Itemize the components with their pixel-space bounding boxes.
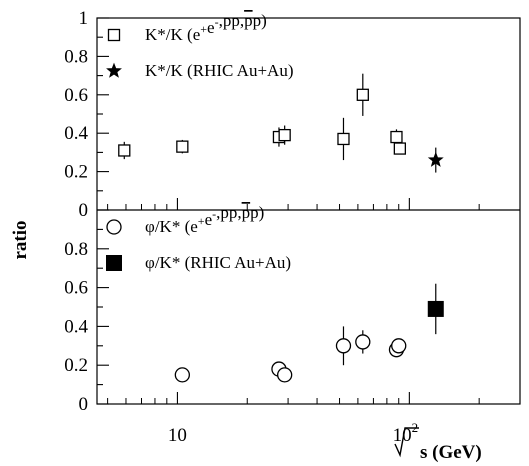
y-tick-label: 0.6 xyxy=(64,278,88,299)
x-tick-label: 102 xyxy=(393,420,419,446)
x-tick-label: 10 xyxy=(168,425,187,446)
legend-label: K*/K (RHIC Au+Au) xyxy=(145,61,294,80)
data-point xyxy=(427,300,444,317)
y-tick-label: 1 xyxy=(79,8,89,29)
data-point xyxy=(278,128,291,142)
data-point xyxy=(393,142,406,155)
data-point xyxy=(355,334,371,350)
y-tick-label: 0.4 xyxy=(64,123,88,144)
legend-label: φ/K* (e+e-,pp,pp) xyxy=(145,203,264,236)
y-tick-label: 0.8 xyxy=(64,239,88,260)
y-tick-label: 0.2 xyxy=(64,355,88,376)
legend-label: φ/K* (RHIC Au+Au) xyxy=(145,253,291,272)
y-tick-label: 0.8 xyxy=(64,46,88,67)
data-point xyxy=(176,140,189,153)
legend-marker xyxy=(106,255,122,271)
legend-label: K*/K (e+e-,pp,pp) xyxy=(145,11,267,44)
legend-marker xyxy=(106,219,122,235)
legend-marker xyxy=(106,62,122,78)
svg-text:s (GeV): s (GeV) xyxy=(420,442,482,463)
data-point xyxy=(390,130,403,144)
data-point xyxy=(356,88,369,101)
y-tick-label: 0.4 xyxy=(64,316,88,337)
y-axis-title: ratio xyxy=(10,220,31,259)
data-point xyxy=(337,132,350,146)
data-point xyxy=(391,338,407,354)
x-axis-title: s (GeV) xyxy=(394,427,482,463)
y-tick-label: 0.2 xyxy=(64,162,88,183)
data-point xyxy=(427,151,444,167)
plot-frame xyxy=(96,17,521,405)
legend-marker xyxy=(107,28,121,42)
data-point xyxy=(174,367,190,383)
y-tick-label: 0.6 xyxy=(64,85,88,106)
y-tick-label: 0 xyxy=(79,200,89,221)
data-point xyxy=(118,144,131,157)
y-tick-label: 0 xyxy=(79,394,89,415)
data-point xyxy=(277,367,293,383)
data-point xyxy=(335,338,352,354)
